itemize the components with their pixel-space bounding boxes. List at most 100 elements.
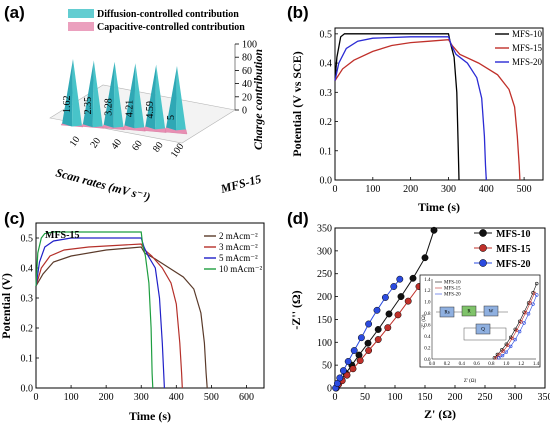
circuit-element-label: W <box>489 310 494 315</box>
data-point-mfs-15 <box>349 365 357 373</box>
x-tick-label: 400 <box>479 184 494 195</box>
y-tick-label: 0.2 <box>320 117 333 128</box>
inset-x-tick-label: 1.4 <box>533 362 540 367</box>
inset-y-tick-label: 1.2 <box>424 289 431 294</box>
series-line-3 <box>35 231 154 389</box>
series-line-2 <box>35 237 165 389</box>
x-tick-label: 200 <box>403 184 418 195</box>
inset-data-point <box>528 301 532 305</box>
y-tick-label: 50 <box>322 361 332 372</box>
bar-diffusion-shade <box>103 61 115 128</box>
x-tick-label: 400 <box>169 392 184 403</box>
x-tick-label: 100 <box>365 184 380 195</box>
inset-data-point <box>501 349 506 353</box>
legend-swatch <box>68 22 94 31</box>
inset-data-point <box>519 320 523 324</box>
inset-data-point <box>535 281 539 286</box>
bar-diffusion <box>113 61 124 128</box>
panel-c-y-axis-title: Potential (V) <box>0 273 13 339</box>
legend-label: Capacitive-controlled contribution <box>97 22 245 33</box>
data-point-mfs-20 <box>350 347 358 354</box>
series-line-1 <box>35 243 183 389</box>
z-tick-label: 20 <box>242 92 252 103</box>
data-point-mfs-15 <box>374 336 382 343</box>
z-tick-label: 40 <box>242 79 252 90</box>
y-tick-label: 200 <box>317 292 332 303</box>
inset-y-tick-label: 0.4 <box>424 335 431 340</box>
data-point-mfs-10 <box>421 254 429 262</box>
inset-x-tick-label: 0.8 <box>488 362 495 367</box>
inset-data-point <box>500 353 505 358</box>
panel-b-chart: 0 100 200 300 400 500 0.0 0.1 0.2 0.3 0.4 0.5 MFS-1… <box>290 27 544 214</box>
inset-x-tick-label: 0.0 <box>429 362 436 367</box>
panel-a-x-axis-title: Scan rates (mV s⁻¹) <box>54 165 152 204</box>
inset-y-axis-title: -Z'' (Ω) <box>422 314 427 329</box>
y-tick-label: 0 <box>327 384 332 395</box>
panel-d-y-axis-title: -Z'' (Ω) <box>289 290 303 329</box>
bar-diffusion-shade <box>124 63 136 129</box>
panel-d-chart: 0 50 100 150 200 250 300 350 0 50 100 150 200 250 300 3… <box>289 224 550 422</box>
y-tick-label: 0.4 <box>320 59 333 70</box>
panel-a-sample-label: MFS-15 <box>218 172 263 196</box>
inset-data-point <box>513 337 517 342</box>
z-tick-label: 60 <box>242 66 252 77</box>
legend-swatch-marker <box>479 229 487 237</box>
x-tick-label: 40 <box>109 137 124 152</box>
bar-diffusion <box>134 63 145 129</box>
bar-data-label: 4.21 <box>124 100 135 118</box>
inset-y-tick-label: 0.2 <box>424 346 431 351</box>
data-point-mfs-20 <box>381 294 389 301</box>
y-tick-label: 0.4 <box>21 264 34 275</box>
data-point-mfs-15 <box>394 311 402 319</box>
panel-c-title: MFS-15 <box>45 230 79 241</box>
panel-c-x-axis-title: Time (s) <box>129 409 171 423</box>
inset-data-point <box>522 321 526 325</box>
legend-label: MFS-10 <box>496 229 530 240</box>
x-tick-label: 100 <box>64 392 79 403</box>
y-tick-label: 0.0 <box>21 384 34 395</box>
y-tick-label: 250 <box>317 269 332 280</box>
inset-series-line <box>495 293 535 359</box>
circuit-element-label: Rs <box>444 311 449 316</box>
x-tick-label: 300 <box>508 392 523 403</box>
x-tick-label: 0 <box>333 392 338 403</box>
inset-data-point <box>531 291 535 295</box>
bar-diffusion-shade <box>166 66 177 131</box>
data-point-mfs-10 <box>374 326 382 333</box>
y-tick-label: 0.5 <box>320 29 333 40</box>
inset-data-point <box>523 311 528 315</box>
bar-diffusion <box>176 66 186 131</box>
legend-label: MFS-15 <box>512 43 543 53</box>
panel-label-a: (a) <box>4 3 25 22</box>
panel-label-c: (c) <box>4 209 25 228</box>
x-tick-label: 0 <box>34 392 39 403</box>
legend-label: MFS-15 <box>496 244 530 255</box>
panel-label-d: (d) <box>287 209 309 228</box>
inset-data-point <box>506 343 510 347</box>
y-tick-label: 350 <box>317 224 332 235</box>
circuit-element-label: R <box>467 310 471 315</box>
x-tick-label: 200 <box>99 392 114 403</box>
series-line-mfs-20 <box>334 36 487 181</box>
inset-x-tick-label: 0.6 <box>473 362 480 367</box>
x-tick-label: 100 <box>169 141 187 160</box>
circuit-element <box>475 323 491 335</box>
x-tick-label: 300 <box>441 184 456 195</box>
y-tick-label: 0.3 <box>320 88 333 99</box>
panel-c-chart: 0 100 200 300 400 500 600 0.0 0.1 0.2 0.3 0.4 0.5 2 … <box>0 222 265 423</box>
bar-diffusion <box>155 64 166 130</box>
x-tick-label: 60 <box>130 139 145 154</box>
legend-label: MFS-10 <box>512 29 543 39</box>
bar-data-label: 4.59 <box>145 101 156 119</box>
bar-diffusion <box>72 59 82 127</box>
y-tick-label: 0.3 <box>21 294 34 305</box>
inset-x-tick-label: 1.0 <box>503 362 510 367</box>
inset-data-point <box>532 291 537 295</box>
legend-label: MFS-20 <box>496 259 530 270</box>
data-point-mfs-10 <box>385 310 393 318</box>
x-tick-label: 80 <box>151 140 166 155</box>
panel-b-y-axis-title: Potential (V vs SCE) <box>290 51 304 156</box>
x-tick-label: 200 <box>448 392 463 403</box>
inset-y-tick-label: 0.0 <box>424 358 431 363</box>
y-tick-label: 0.1 <box>21 354 34 365</box>
